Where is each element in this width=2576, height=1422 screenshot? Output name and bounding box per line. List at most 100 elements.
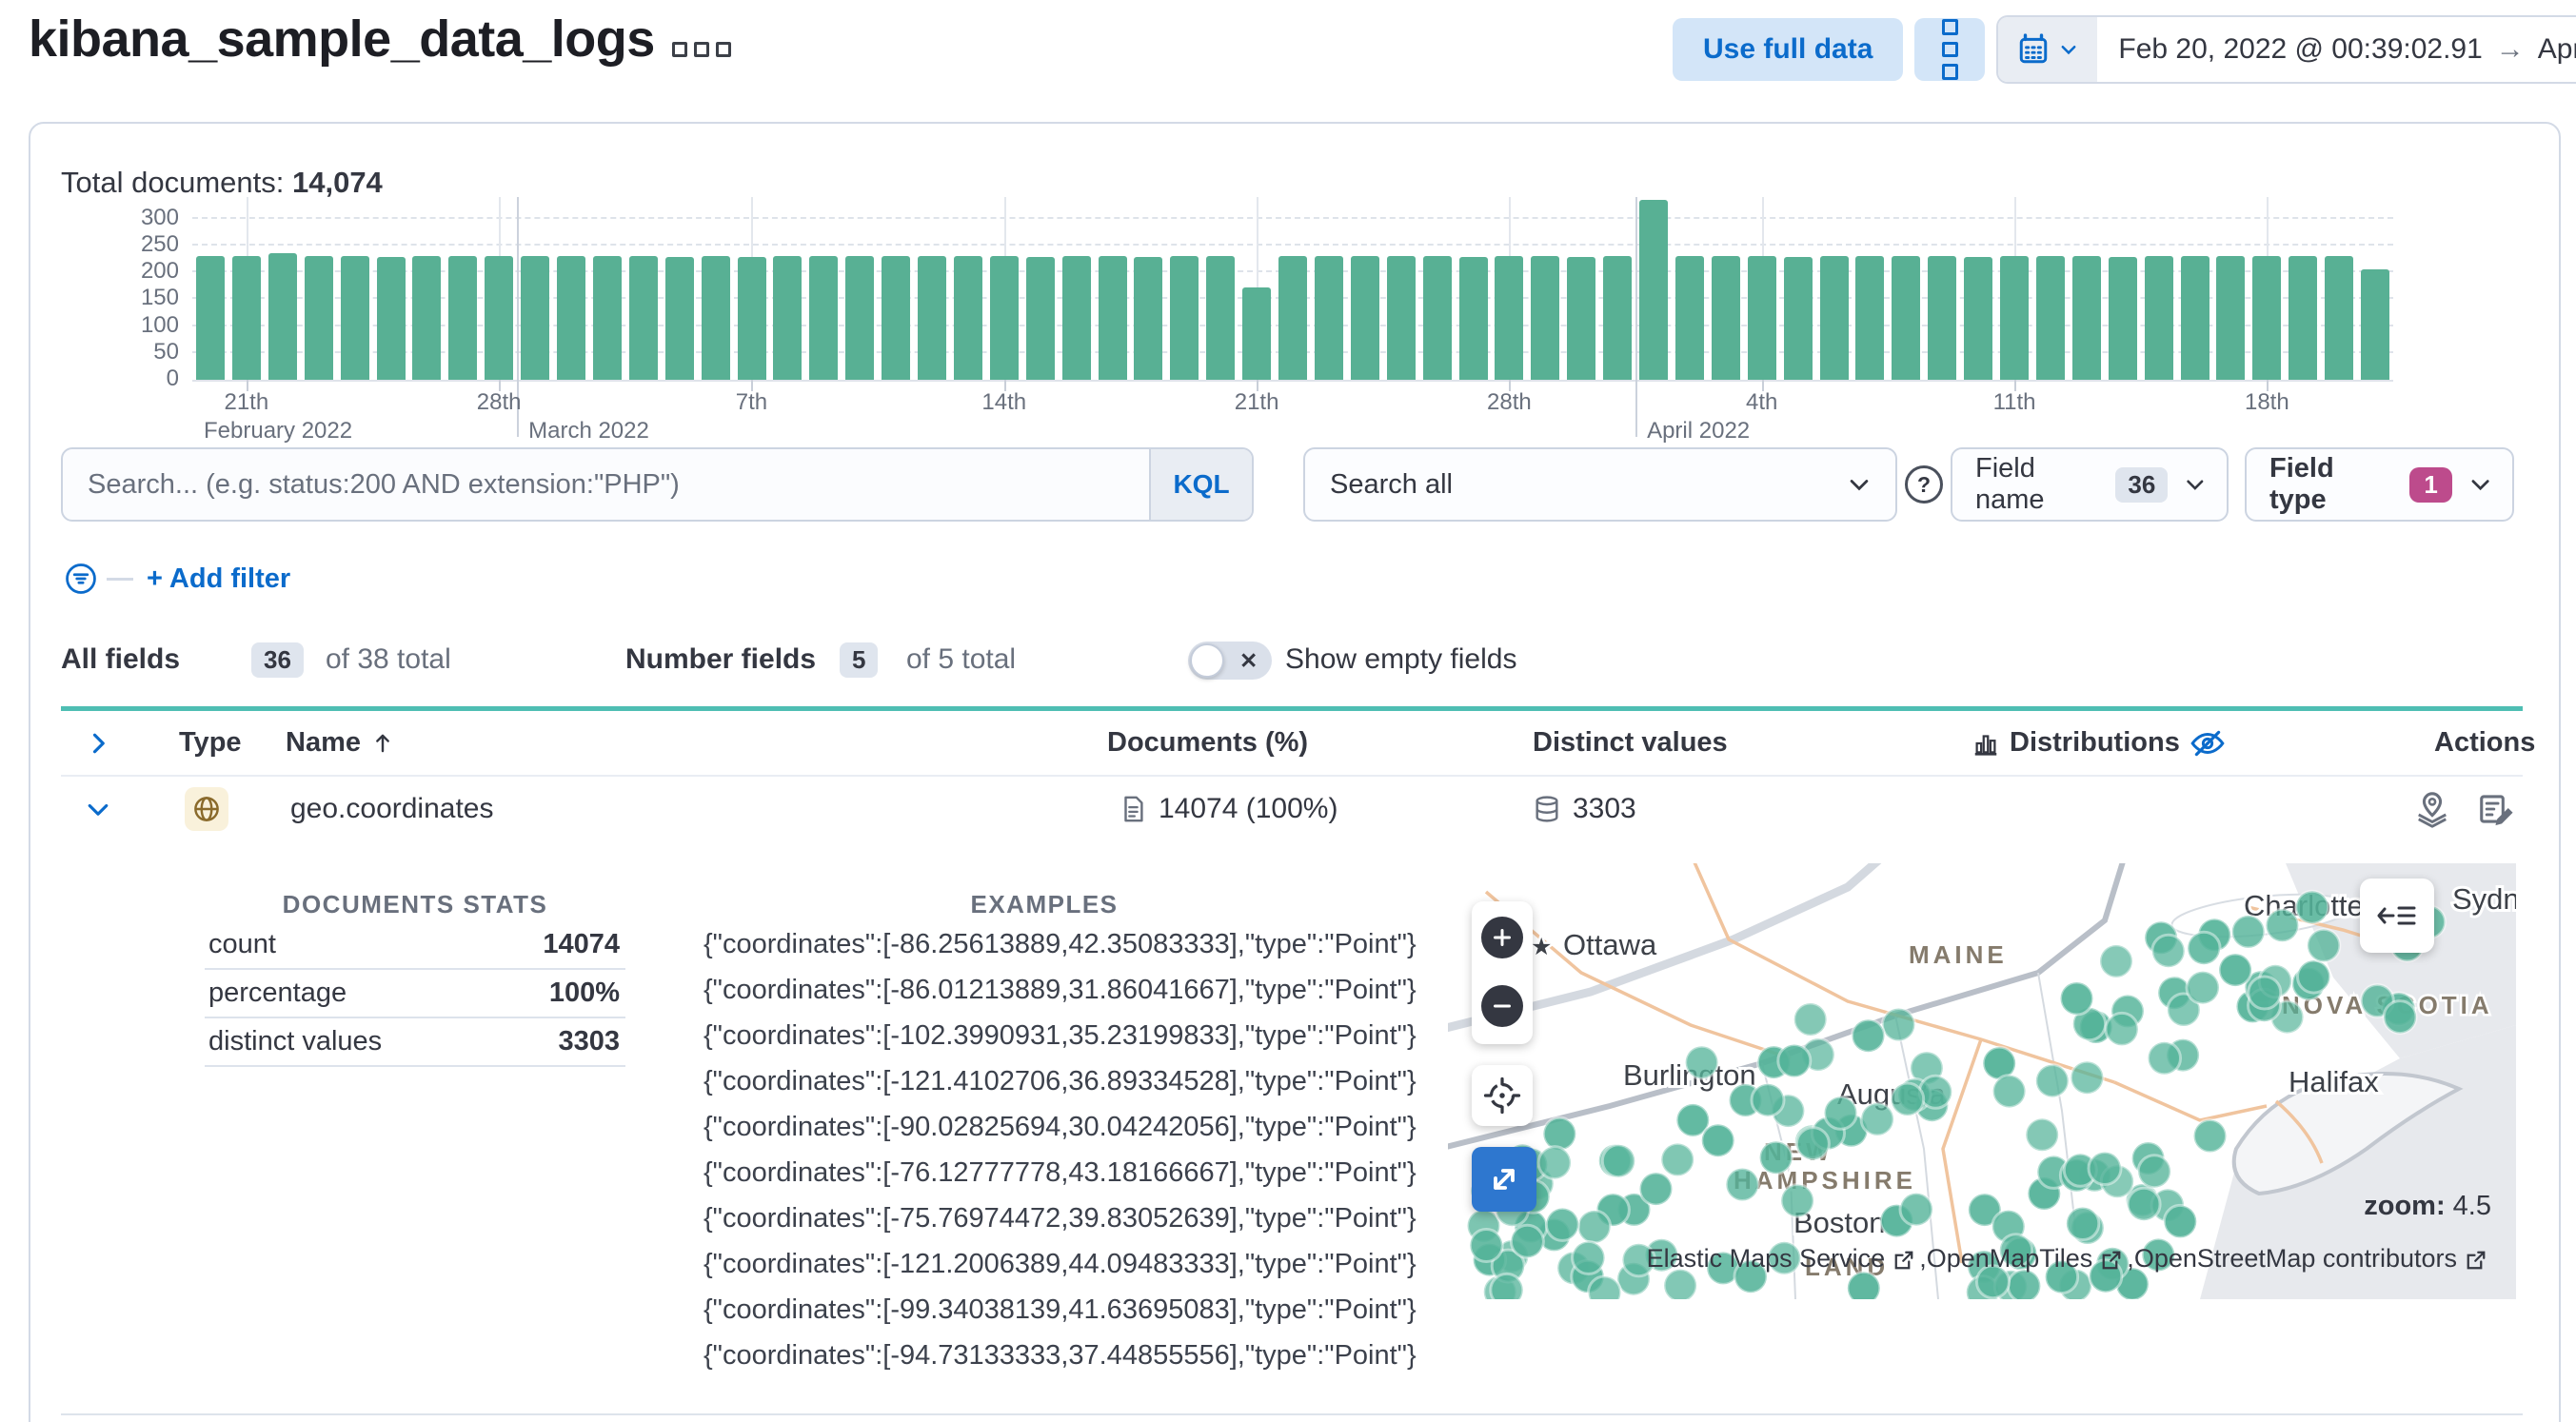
crosshair-icon — [1483, 1076, 1521, 1115]
index-options-icon[interactable] — [671, 42, 731, 57]
x-axis-tick-label: 4th — [1746, 389, 1778, 415]
column-name[interactable]: Name — [286, 711, 395, 775]
geo-point-dot — [2065, 1206, 2101, 1241]
date-range-end[interactable]: Apr 2 — [2537, 33, 2576, 65]
geo-point-dot — [1468, 1228, 1504, 1263]
query-language-button[interactable]: KQL — [1149, 449, 1252, 520]
total-documents-label: Total documents: — [61, 166, 285, 199]
y-axis-tick-label: 0 — [166, 365, 179, 391]
geo-point-dot — [2162, 1203, 2198, 1239]
column-actions: Actions — [2434, 727, 2536, 758]
geo-point-dot — [1766, 1240, 1802, 1276]
query-bar[interactable]: KQL — [61, 447, 1254, 522]
zoom-out-button[interactable] — [1481, 985, 1523, 1027]
field-type-filter-button[interactable]: Field type 1 — [2245, 447, 2514, 522]
geo-point-dot — [1576, 1209, 1613, 1245]
help-icon[interactable]: ? — [1905, 465, 1943, 504]
y-axis-tick-label: 300 — [140, 204, 179, 230]
geo-point-dot — [1975, 1264, 2011, 1299]
geo-point-dot — [1776, 1043, 1813, 1078]
map-attribution: Elastic Maps Service, OpenMapTiles, Open… — [1647, 1244, 2491, 1274]
x-axis-tick-label: 21th — [224, 389, 269, 415]
field-name-filter-button[interactable]: Field name 36 — [1951, 447, 2229, 522]
use-full-data-button[interactable]: Use full data — [1673, 18, 1904, 81]
month-axis-label: April 2022 — [1647, 418, 1751, 444]
month-axis-label: March 2022 — [528, 418, 649, 444]
view-in-maps-icon[interactable] — [2414, 775, 2450, 843]
total-documents-value: 14,074 — [291, 166, 383, 199]
attribution-link[interactable]: OpenStreetMap contributors — [2133, 1244, 2457, 1273]
fit-to-data-button[interactable] — [1472, 1065, 1533, 1126]
geo-point-dot — [1724, 1167, 1760, 1202]
filter-in-circle-icon[interactable] — [65, 563, 97, 595]
geo-point-dot — [1674, 1102, 1711, 1138]
expand-all-icon[interactable] — [85, 711, 111, 775]
histogram-bar — [1711, 256, 1740, 380]
geo-point-dot — [2185, 970, 2221, 1006]
collapse-legend-button[interactable] — [2360, 879, 2434, 953]
field-row-geo-coordinates[interactable]: geo.coordinates 14074 (100%) 3303 — [61, 775, 2523, 843]
example-value: {"coordinates":[-121.2006389,44.09483333… — [703, 1248, 1417, 1279]
geo-point-dot — [2136, 1154, 2172, 1190]
histogram-bar — [376, 256, 406, 380]
y-axis-tick-label: 50 — [153, 338, 179, 365]
edit-details-icon[interactable] — [2477, 775, 2513, 843]
geo-point-dot — [1659, 1141, 1695, 1177]
documents-stats-table: count 14074 percentage 100% distinct values 3… — [205, 921, 625, 1067]
histogram-bar — [1855, 255, 1885, 380]
histogram-bar — [1278, 256, 1308, 380]
y-axis-tick-label: 100 — [140, 311, 179, 338]
histogram-bar — [1098, 256, 1127, 380]
zoom-in-button[interactable] — [1481, 917, 1523, 958]
geo-point-dot — [2382, 999, 2418, 1036]
histogram-bar — [2035, 255, 2065, 380]
histogram-bar — [1892, 256, 1921, 380]
geo-point-dot — [2217, 952, 2253, 988]
number-fields-label: Number fields — [625, 643, 817, 675]
add-filter-button[interactable]: + Add filter — [147, 563, 291, 594]
search-input[interactable] — [63, 449, 1149, 520]
geo-point-dot — [2126, 1186, 2162, 1222]
geo-point-dot — [2069, 1059, 2105, 1096]
search-scope-select[interactable]: Search all — [1303, 447, 1897, 522]
sort-ascending-icon — [376, 734, 389, 752]
total-documents: Total documents: 14,074 — [61, 166, 383, 200]
histogram-bar — [340, 256, 369, 380]
geo-point-dot — [1600, 1143, 1636, 1179]
distribution-icon — [1974, 734, 1997, 756]
show-empty-fields-toggle[interactable]: ✕ — [1188, 642, 1272, 680]
show-empty-fields-label: Show empty fields — [1285, 643, 1517, 675]
date-range-start[interactable]: Feb 20, 2022 @ 00:39:02.91 — [2118, 33, 2483, 65]
histogram-bar — [448, 256, 478, 380]
chevron-down-icon — [2471, 480, 2489, 491]
histogram-bar — [737, 256, 766, 380]
x-axis-tick — [1509, 380, 1512, 391]
field-name: geo.coordinates — [290, 793, 494, 824]
search-scope-value: Search all — [1330, 468, 1453, 500]
histogram-bar — [2325, 256, 2354, 380]
calendar-dropdown-button[interactable] — [1998, 17, 2098, 82]
geo-point-dot — [1620, 1242, 1656, 1278]
example-value: {"coordinates":[-86.25613889,42.35083333… — [703, 928, 1417, 959]
histogram-bar — [809, 256, 839, 380]
attribution-link[interactable]: OpenMapTiles — [1926, 1244, 2093, 1273]
eye-slash-icon[interactable] — [2190, 727, 2226, 760]
example-value: {"coordinates":[-121.4102706,36.89334528… — [703, 1065, 1417, 1096]
column-documents: Documents (%) — [1107, 727, 1309, 758]
number-fields-count-badge: 5 — [840, 642, 879, 678]
geo-coordinates-map[interactable]: ★OttawaBurlingtonAugustaMAINENEWHAMPSHIR… — [1448, 863, 2516, 1299]
chevron-down-icon — [2187, 480, 2204, 490]
stat-value: 14074 — [543, 929, 620, 959]
collapse-row-icon[interactable] — [85, 775, 111, 843]
kebab-menu-button[interactable] — [1914, 18, 1986, 81]
boxes-vertical-icon — [1941, 19, 1958, 35]
month-axis-label: February 2022 — [204, 418, 353, 444]
expand-map-button[interactable] — [1472, 1147, 1536, 1212]
histogram-bar — [2000, 256, 2030, 380]
histogram-bar — [268, 252, 297, 380]
histogram-bar — [1170, 255, 1199, 380]
geo-point-dot — [2059, 980, 2094, 1017]
date-picker[interactable]: Feb 20, 2022 @ 00:39:02.91 → Apr 2 — [1996, 15, 2576, 84]
attribution-link[interactable]: Elastic Maps Service — [1646, 1244, 1886, 1273]
geo-point-dot — [1750, 1082, 1786, 1118]
